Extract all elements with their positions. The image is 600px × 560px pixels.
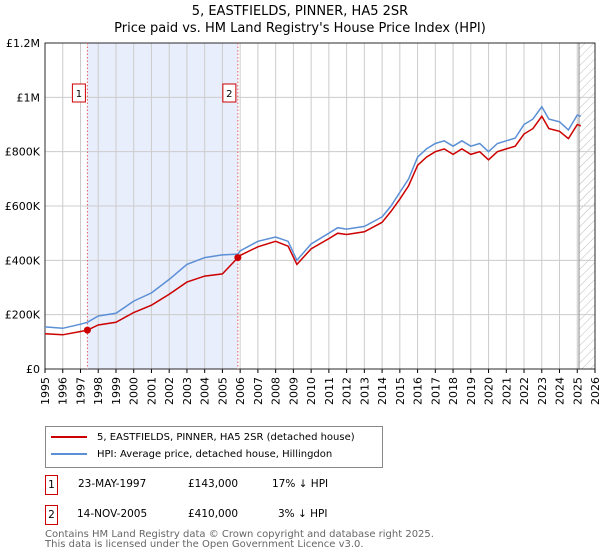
sale-marker: 2 [45, 505, 58, 525]
legend-label: HPI: Average price, detached house, Hill… [97, 448, 333, 460]
x-tick-label: 2021 [500, 377, 513, 405]
legend-label: 5, EASTFIELDS, PINNER, HA5 2SR (detached… [97, 431, 355, 443]
chart-subtitle: Price paid vs. HM Land Registry's House … [114, 21, 486, 36]
property-price-line [44, 114, 582, 336]
x-tick-label: 2020 [483, 377, 496, 405]
x-tick-label: 1999 [110, 377, 123, 405]
sale-date: 23-MAY-1997 [78, 478, 147, 490]
y-tick-label: £200K [5, 309, 41, 322]
sale-label: 2 [226, 89, 232, 100]
legend: 5, EASTFIELDS, PINNER, HA5 2SR (detached… [45, 426, 383, 468]
y-tick-label: £400K [5, 254, 41, 267]
x-tick-label: 2007 [252, 377, 265, 405]
x-tick-label: 2018 [447, 377, 460, 405]
x-tick-label: 2026 [589, 377, 600, 405]
price-chart: 1995 1996 1997 1998 1999 2000 2001 2002 2003 2004… [5, 37, 600, 405]
footer-line: This data is licensed under the Open Gov… [45, 539, 364, 550]
x-tick-label: 2017 [429, 377, 442, 405]
y-tick-label: £1.2M [6, 37, 40, 50]
x-tick-label: 2006 [234, 377, 247, 405]
x-tick-label: 2000 [128, 377, 141, 405]
sale-label: 1 [76, 89, 82, 100]
x-tick-label: 2019 [465, 377, 478, 405]
x-tick-label: 2014 [376, 377, 389, 405]
x-tick-label: 2012 [341, 377, 354, 405]
legend-item-hpi: HPI: Average price, detached house, Hill… [51, 446, 332, 462]
sale-label-box [71, 83, 86, 103]
x-tick-label: 1997 [74, 377, 87, 405]
sale-label-box [222, 83, 237, 103]
x-tick-label: 2016 [412, 377, 425, 405]
x-tick-label: 2005 [216, 377, 229, 405]
x-tick-label: 2025 [571, 377, 584, 405]
hpi-line [44, 105, 582, 330]
chart-title: 5, EASTFIELDS, PINNER, HA5 2SR [191, 4, 409, 19]
plot-frame [44, 42, 596, 370]
x-tick-label: 1998 [92, 377, 105, 405]
y-tick-label: £800K [5, 146, 41, 159]
x-tick-label: 2023 [536, 377, 549, 405]
sale-price: £143,000 [188, 478, 239, 490]
x-tick-label: 2009 [287, 377, 300, 405]
x-tick-label: 2003 [181, 377, 194, 405]
x-tick-label: 2013 [358, 377, 371, 405]
sale-marker: 1 [45, 475, 58, 495]
x-tick-label: 2010 [305, 377, 318, 405]
y-tick-label: £0 [26, 363, 40, 376]
x-tick-label: 2024 [554, 377, 567, 405]
x-tick-label: 2011 [323, 377, 336, 405]
x-tick-label: 1996 [57, 377, 70, 405]
legend-swatch-red [51, 436, 87, 438]
sale-point [234, 254, 242, 262]
sale-date: 14-NOV-2005 [77, 508, 148, 520]
x-tick-label: 2015 [394, 377, 407, 405]
x-tick-label: 2004 [199, 377, 212, 405]
y-tick-label: £1M [17, 91, 41, 104]
x-tick-label: 2022 [518, 377, 531, 405]
footer-line: Contains HM Land Registry data © Crown c… [45, 529, 434, 540]
x-tick-label: 2002 [163, 377, 176, 405]
footer: Contains HM Land Registry data © Crown c… [45, 530, 434, 550]
sale-point [83, 326, 91, 334]
x-tick-label: 2001 [145, 377, 158, 405]
legend-item-property: 5, EASTFIELDS, PINNER, HA5 2SR (detached… [51, 429, 355, 445]
sale-hpi-diff: 17% ↓ HPI [272, 478, 329, 490]
legend-swatch-blue [51, 453, 87, 455]
sale-price: £410,000 [188, 508, 239, 520]
y-tick-label: £600K [5, 200, 41, 213]
sale-hpi-diff: 3% ↓ HPI [278, 508, 328, 520]
x-tick-label: 2008 [270, 377, 283, 405]
x-tick-label: 1995 [39, 377, 52, 405]
